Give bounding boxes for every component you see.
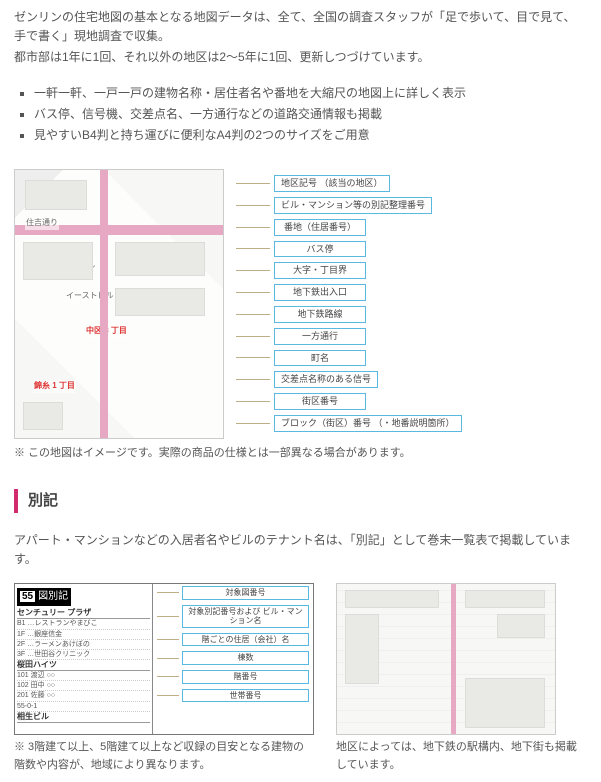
feature-item: 一軒一軒、一戸一戸の建物名称・居住者名や番地を大縮尺の地図上に詳しく表示 [34,84,587,103]
bekki-right-col: 地区によっては、地下鉄の駅構内、地下街も掲載しています。 [336,583,587,774]
bekki-row-item: 2F …ラーメンあけぼの [17,640,150,650]
legend-item: バス停 [274,241,366,258]
bekki-listing: 55図別記 センチュリー プラザ B1 …レストランやまびこ 1F …銀座信金 … [15,584,153,734]
underground-map-image [336,583,556,735]
section-heading-bekki: 別記 [14,489,587,513]
bekki-row-item: 102 田中 ○○ [17,681,150,691]
map-note: ※ この地図はイメージです。実際の商品の仕様とは一部異なる場合があります。 [14,445,587,463]
map-building-label: イーストビル [65,290,115,303]
bekki-legend-item: 対象図番号 [182,586,309,600]
map-street-label: 住吉通り [25,217,59,230]
legend-item: 地下鉄出入口 [274,284,366,301]
legend-item: 街区番号 [274,393,366,410]
bekki-row-item: 1F …銀座信金 [17,630,150,640]
bekki-row-item: 3F …世田谷クリニック [17,650,150,660]
bekki-building-name: センチュリー プラザ [17,608,150,619]
bekki-legend-item: 階ごとの住居（会社）名 [182,633,309,647]
bekki-legend-item: 階番号 [182,670,309,684]
bekki-diagram: 55図別記 センチュリー プラザ B1 …レストランやまびこ 1F …銀座信金 … [14,583,314,735]
bekki-left-col: 55図別記 センチュリー プラザ B1 …レストランやまびこ 1F …銀座信金 … [14,583,314,774]
bekki-legend-item: 対象別記番号および ビル・マンション名 [182,605,309,628]
bekki-row-item: 101 渡辺 ○○ [17,671,150,681]
map-legend-list: 地区記号 （該当の地区） ビル・マンション等の別記整理番号 番地（住居番号） バ… [236,169,462,437]
sample-map-image: 住吉通り 中野シティビル イーストビル 中区 3 丁目 錦糸 1 丁目 [14,169,224,439]
legend-item: ビル・マンション等の別記整理番号 [274,197,432,214]
legend-item: 地下鉄路線 [274,306,366,323]
intro-line-2: 都市部は1年に1回、それ以外の地区は2～5年に1回、更新しつづけています。 [14,48,587,67]
intro-line-1: ゼンリンの住宅地図の基本となる地図データは、全て、全国の調査スタッフが「足で歩い… [14,8,587,46]
legend-item: ブロック（街区）番号 （・地番説明箇所） [274,415,462,432]
bekki-legend-item: 棟数 [182,651,309,665]
bekki-note-right: 地区によっては、地下鉄の駅構内、地下街も掲載しています。 [336,739,587,774]
legend-item: 番地（住居番号） [274,219,366,236]
bekki-building-name: 桜田ハイツ [17,660,150,671]
bekki-legend-item: 世帯番号 [182,689,309,703]
bekki-building-name: 相生ビル [17,712,150,723]
bekki-legend: 対象図番号 対象別記番号および ビル・マンション名 階ごとの住居（会社）名 棟数… [153,584,313,734]
feature-list: 一軒一軒、一戸一戸の建物名称・居住者名や番地を大縮尺の地図上に詳しく表示 バス停… [34,84,587,146]
bekki-header: 55図別記 [17,588,71,606]
map-legend-section: 住吉通り 中野シティビル イーストビル 中区 3 丁目 錦糸 1 丁目 地区記号… [14,169,587,439]
legend-item: 地区記号 （該当の地区） [274,175,390,192]
bekki-row-item: B1 …レストランやまびこ [17,619,150,629]
bekki-row-item: 55-0-1 [17,702,150,712]
legend-item: 大字・丁目界 [274,262,366,279]
map-district-label: 中区 3 丁目 [85,325,128,338]
map-district-label: 錦糸 1 丁目 [33,380,76,393]
bekki-row-item: 201 佐藤 ○○ [17,691,150,701]
legend-item: 交差点名称のある信号 [274,371,378,388]
intro-text: ゼンリンの住宅地図の基本となる地図データは、全て、全国の調査スタッフが「足で歩い… [14,8,587,68]
bekki-row: 55図別記 センチュリー プラザ B1 …レストランやまびこ 1F …銀座信金 … [14,583,587,774]
feature-item: バス停、信号機、交差点名、一方通行などの道路交通情報も掲載 [34,105,587,124]
bekki-note-left: ※ 3階建て以上、5階建て以上など収録の目安となる建物の階数や内容が、地域により… [14,739,314,774]
feature-item: 見やすいB4判と持ち運びに便利なA4判の2つのサイズをご用意 [34,126,587,145]
legend-item: 一方通行 [274,328,366,345]
legend-item: 町名 [274,350,366,367]
bekki-description: アパート・マンションなどの入居者名やビルのテナント名は、「別記」として巻末一覧表… [14,531,587,569]
